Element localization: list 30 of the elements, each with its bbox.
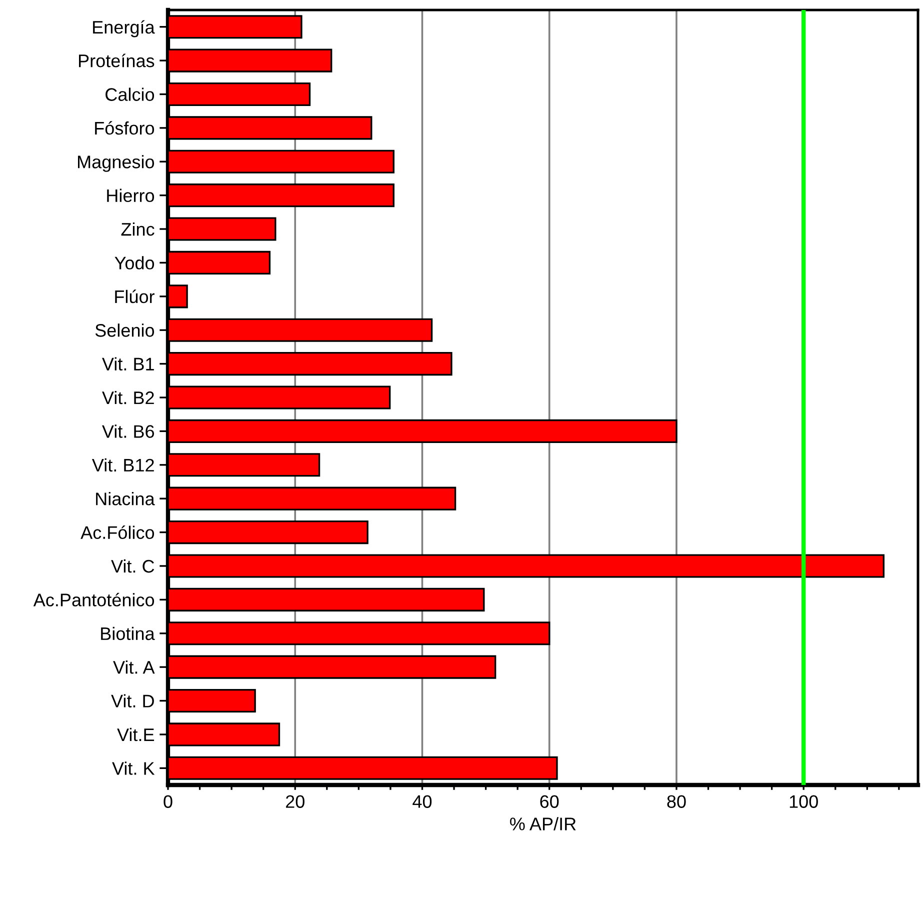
x-tick-label: 0: [164, 795, 172, 808]
y-tick-label: Vit. K: [112, 762, 155, 775]
y-tick-label: Vit. D: [111, 694, 154, 708]
x-tick-label: 20: [286, 795, 304, 808]
y-tick-label: Niacina: [96, 492, 155, 506]
x-axis-title: % AP/IR: [510, 817, 576, 830]
y-tick-label: Vit. B6: [102, 424, 154, 438]
y-tick-label: Vit. B2: [102, 390, 154, 404]
y-tick-label: Hierro: [107, 188, 154, 202]
y-tick-label: Calcio: [106, 88, 154, 101]
y-tick-label: Ac.Pantoténico: [33, 592, 154, 606]
y-tick-label: Selenio: [95, 324, 154, 337]
y-tick-label: Magnesio: [78, 155, 154, 172]
y-tick-label: Vit. B12: [92, 458, 154, 472]
y-tick-label: Vit. A: [113, 660, 155, 674]
x-tick-label: 60: [540, 795, 559, 808]
y-tick-label: Ac.Fólico: [80, 526, 154, 540]
y-tick-label: Yodo: [114, 256, 154, 270]
y-tick-label: Vit. C: [111, 559, 154, 573]
y-tick-label: Zinc: [121, 222, 154, 236]
y-tick-label: Flúor: [115, 290, 155, 304]
x-tick-label: 80: [667, 795, 686, 808]
y-tick-label: Fósforo: [95, 121, 154, 135]
x-tick-label: 40: [412, 795, 432, 808]
y-tick-label: Energía: [93, 20, 155, 38]
x-tick-label: 100: [790, 795, 818, 808]
y-tick-label: Vit. B1: [102, 357, 154, 370]
y-tick-label: Vit.E: [117, 728, 154, 742]
y-tick-label: Biotina: [101, 626, 155, 640]
y-tick-label: Proteínas: [79, 54, 154, 68]
